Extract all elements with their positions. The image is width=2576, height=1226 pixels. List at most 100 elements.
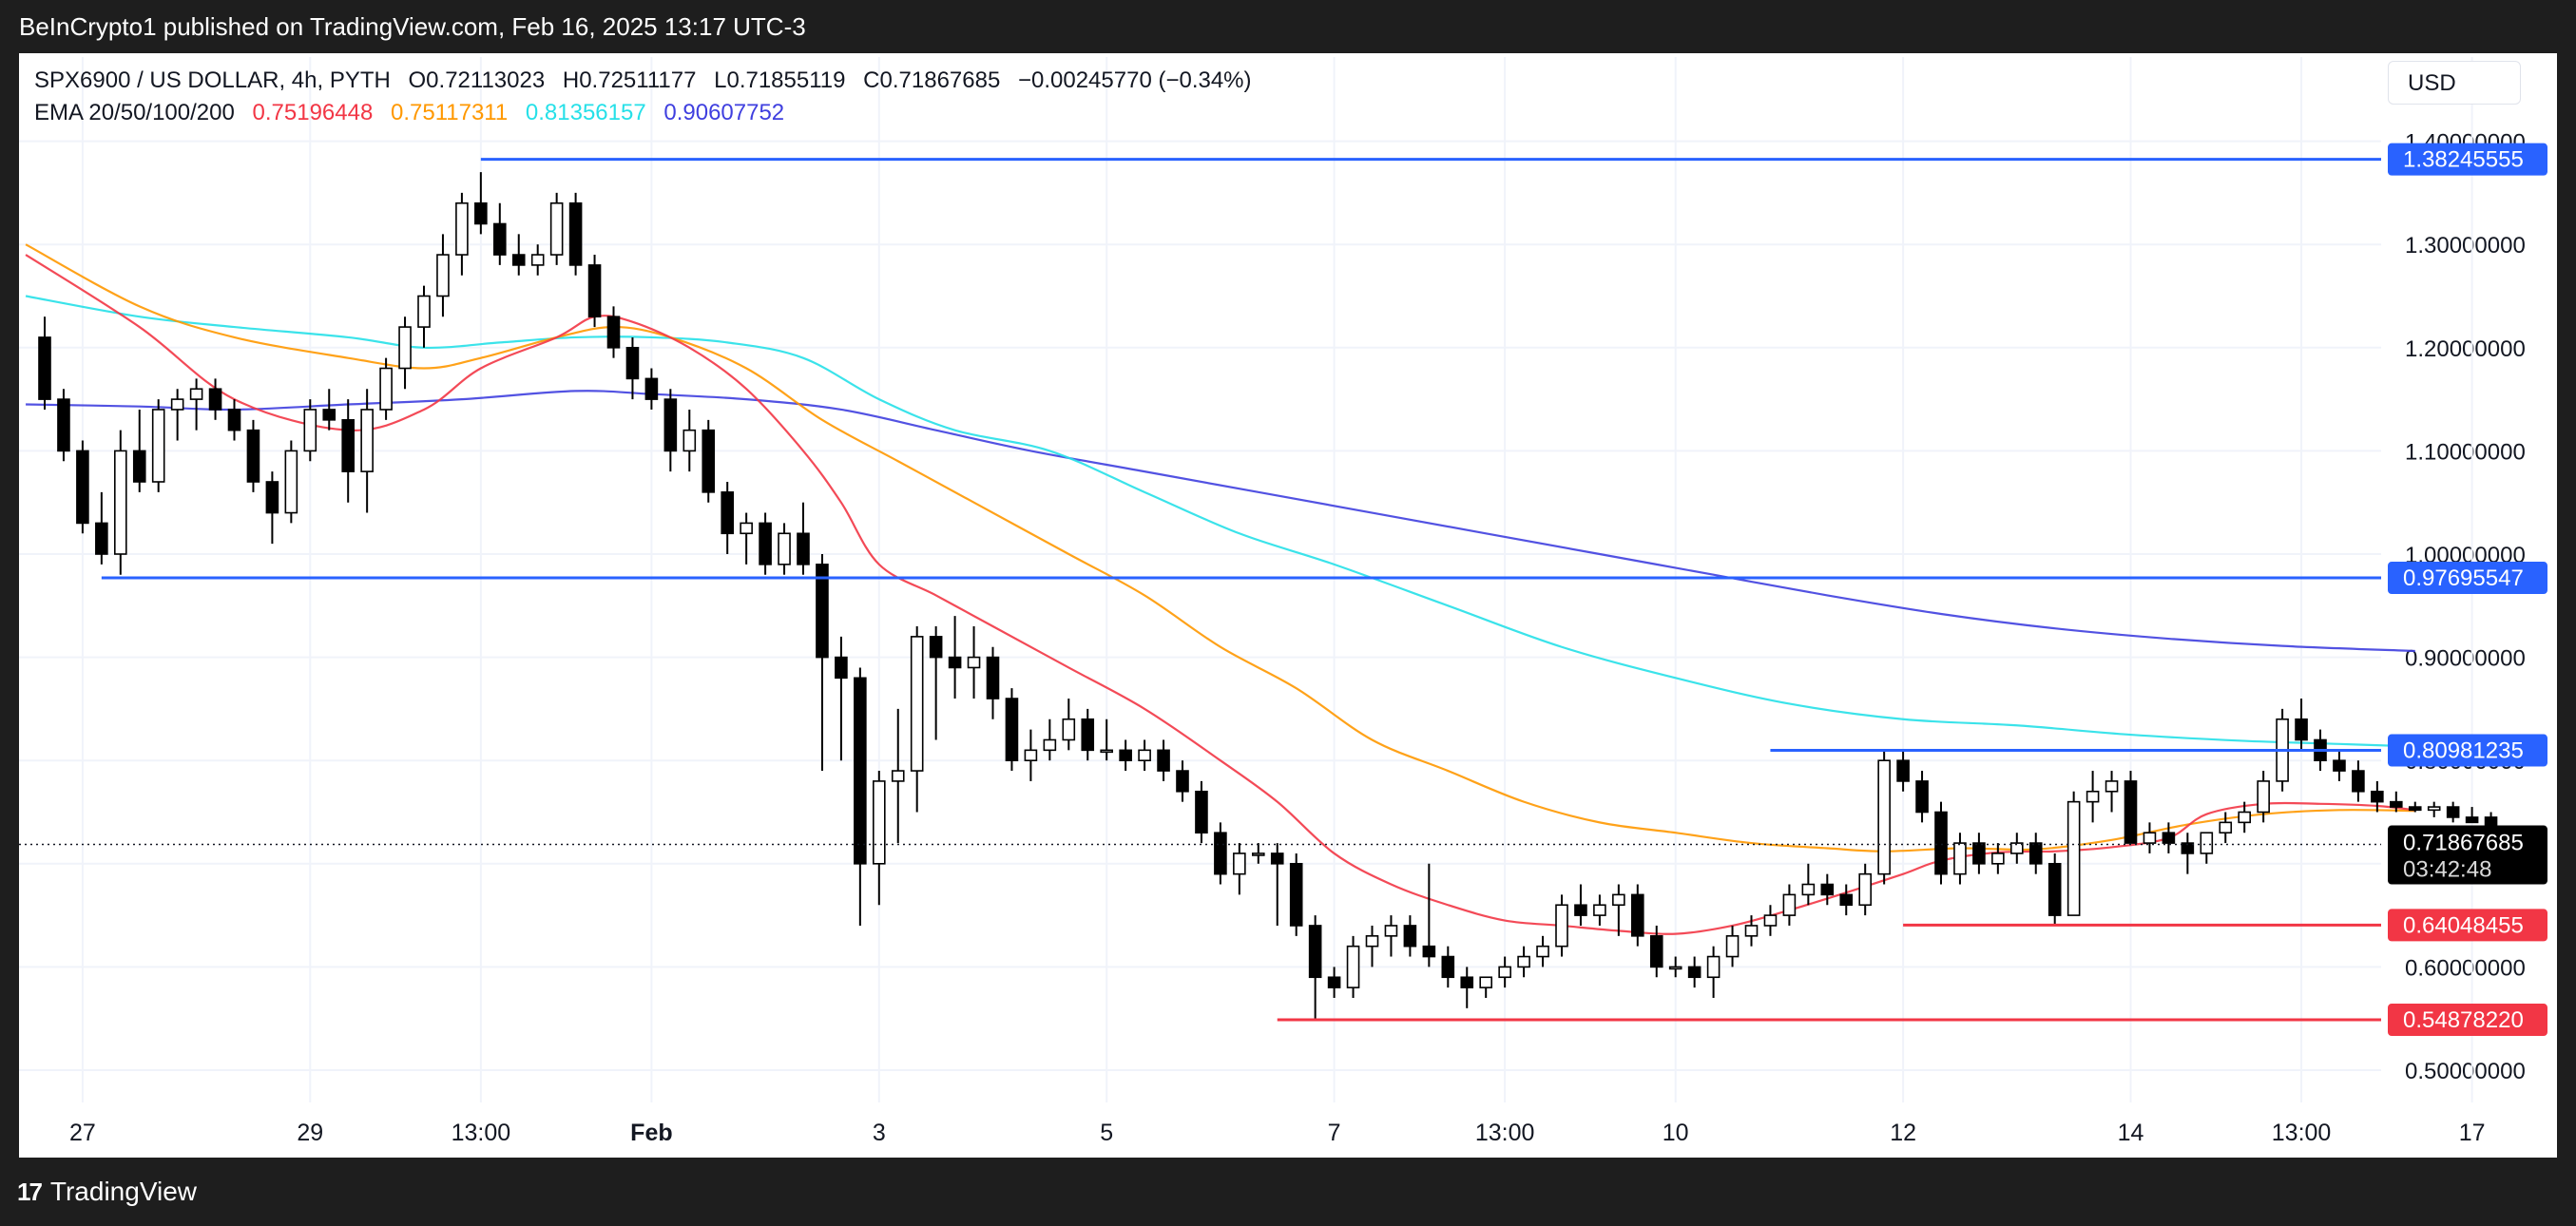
candle-up <box>2143 832 2157 844</box>
y-tick-label: 0.60000000 <box>2405 955 2526 981</box>
footer-bar: 17 TradingView <box>0 1158 2576 1226</box>
candle-down <box>1574 904 1587 916</box>
candle-down <box>1460 976 1474 988</box>
close-value: C0.71867685 <box>863 67 1001 93</box>
candle-up <box>530 254 545 266</box>
candle-up <box>1555 904 1568 948</box>
candle-up <box>910 636 924 772</box>
current-price-label: 0.71867685 <box>2403 831 2524 856</box>
candle-up <box>1763 914 1778 927</box>
ema100-value: 0.81356157 <box>525 100 646 125</box>
candle-up <box>549 201 564 256</box>
tradingview-logo[interactable]: 17 TradingView <box>17 1175 197 1209</box>
candle-down <box>2371 790 2384 803</box>
candle-down <box>95 522 108 555</box>
candle-up <box>398 326 412 370</box>
publisher-header: BeInCrypto1 published on TradingView.com… <box>0 0 2576 53</box>
candle-down <box>57 398 70 452</box>
candle-up <box>151 409 165 483</box>
candle-down <box>1081 718 1095 752</box>
candle-up <box>379 367 393 411</box>
candle-down <box>1176 770 1189 793</box>
candle-up <box>1877 759 1891 875</box>
candle-up <box>2010 842 2024 854</box>
currency-button[interactable]: USD <box>2388 61 2521 105</box>
candle-down <box>854 677 867 865</box>
ema-label[interactable]: EMA 20/50/100/200 <box>34 100 235 125</box>
y-tick-label: 1.10000000 <box>2405 439 2526 465</box>
candle-down <box>1820 883 1835 896</box>
candle-down <box>816 564 829 659</box>
candle-up <box>872 780 886 865</box>
candle-up <box>967 656 981 669</box>
candle-up <box>436 254 450 297</box>
candle-up <box>1252 852 1265 856</box>
tradingview-logo-icon: 17 <box>17 1177 43 1206</box>
candle-down <box>1195 790 1208 834</box>
candle-up <box>417 295 431 328</box>
x-tick-label: 5 <box>1100 1120 1113 1146</box>
candle-down <box>797 532 810 565</box>
candle-up <box>1024 749 1038 762</box>
x-tick-label: Feb <box>630 1120 672 1146</box>
symbol-label[interactable]: SPX6900 / US DOLLAR, 4h, PYTH <box>34 67 391 93</box>
candle-up <box>2238 811 2251 824</box>
candle-down <box>1289 862 1303 927</box>
candle-down <box>492 222 507 256</box>
candle-down <box>1441 955 1455 979</box>
candle-down <box>341 419 356 472</box>
candle-up <box>1706 955 1721 979</box>
ema200-line <box>26 390 2415 653</box>
candle-down <box>265 481 279 514</box>
x-tick-label: 13:00 <box>1475 1120 1535 1146</box>
candle-up <box>114 450 127 555</box>
candle-up <box>682 429 697 452</box>
candle-up <box>1062 718 1076 741</box>
candle-down <box>1005 698 1019 761</box>
candle-up <box>1536 945 1549 958</box>
candle-down <box>1403 925 1417 948</box>
ohlc-row: SPX6900 / US DOLLAR, 4h, PYTH O0.7211302… <box>34 65 1263 97</box>
candle-down <box>2390 800 2403 808</box>
x-tick-label: 3 <box>873 1120 886 1146</box>
candle-up <box>303 409 317 452</box>
candle-down <box>835 656 848 680</box>
candle-up <box>1346 945 1360 988</box>
candle-down <box>1270 852 1284 865</box>
candle-down <box>2162 832 2176 844</box>
candle-up <box>1517 955 1530 968</box>
candle-up <box>360 409 374 472</box>
x-tick-label: 7 <box>1328 1120 1341 1146</box>
y-tick-label: 1.20000000 <box>2405 336 2526 362</box>
candle-up <box>1953 842 1967 875</box>
candle-down <box>587 264 602 318</box>
candle-down <box>1422 945 1436 958</box>
candle-down <box>929 636 943 659</box>
candle-up <box>1365 935 1379 948</box>
resistance-level-label: 1.38245555 <box>2403 147 2524 173</box>
candle-up <box>2257 780 2270 814</box>
candle-down <box>246 429 260 483</box>
candle-down <box>2465 816 2479 824</box>
candle-up <box>1043 738 1057 752</box>
candle-up <box>1801 883 1816 896</box>
candle-up <box>1858 872 1872 907</box>
candle-down <box>208 388 222 411</box>
candle-up <box>1744 925 1759 937</box>
x-tick-label: 10 <box>1663 1120 1689 1146</box>
ema50-value: 0.75117311 <box>390 100 509 125</box>
current-price-tag <box>2388 825 2547 885</box>
candle-down <box>227 409 241 431</box>
candle-up <box>778 532 791 565</box>
candle-up <box>2219 821 2233 834</box>
tradingview-brand: TradingView <box>49 1177 198 1206</box>
candle-up <box>1782 893 1797 916</box>
candle-up <box>1612 893 1625 907</box>
x-tick-label: 14 <box>2118 1120 2144 1146</box>
candle-down <box>948 656 962 669</box>
candle-down <box>2181 842 2195 854</box>
resistance-level-tag <box>2388 734 2547 767</box>
low-value: L0.71855119 <box>714 67 846 93</box>
resistance-level-tag <box>2388 562 2547 595</box>
